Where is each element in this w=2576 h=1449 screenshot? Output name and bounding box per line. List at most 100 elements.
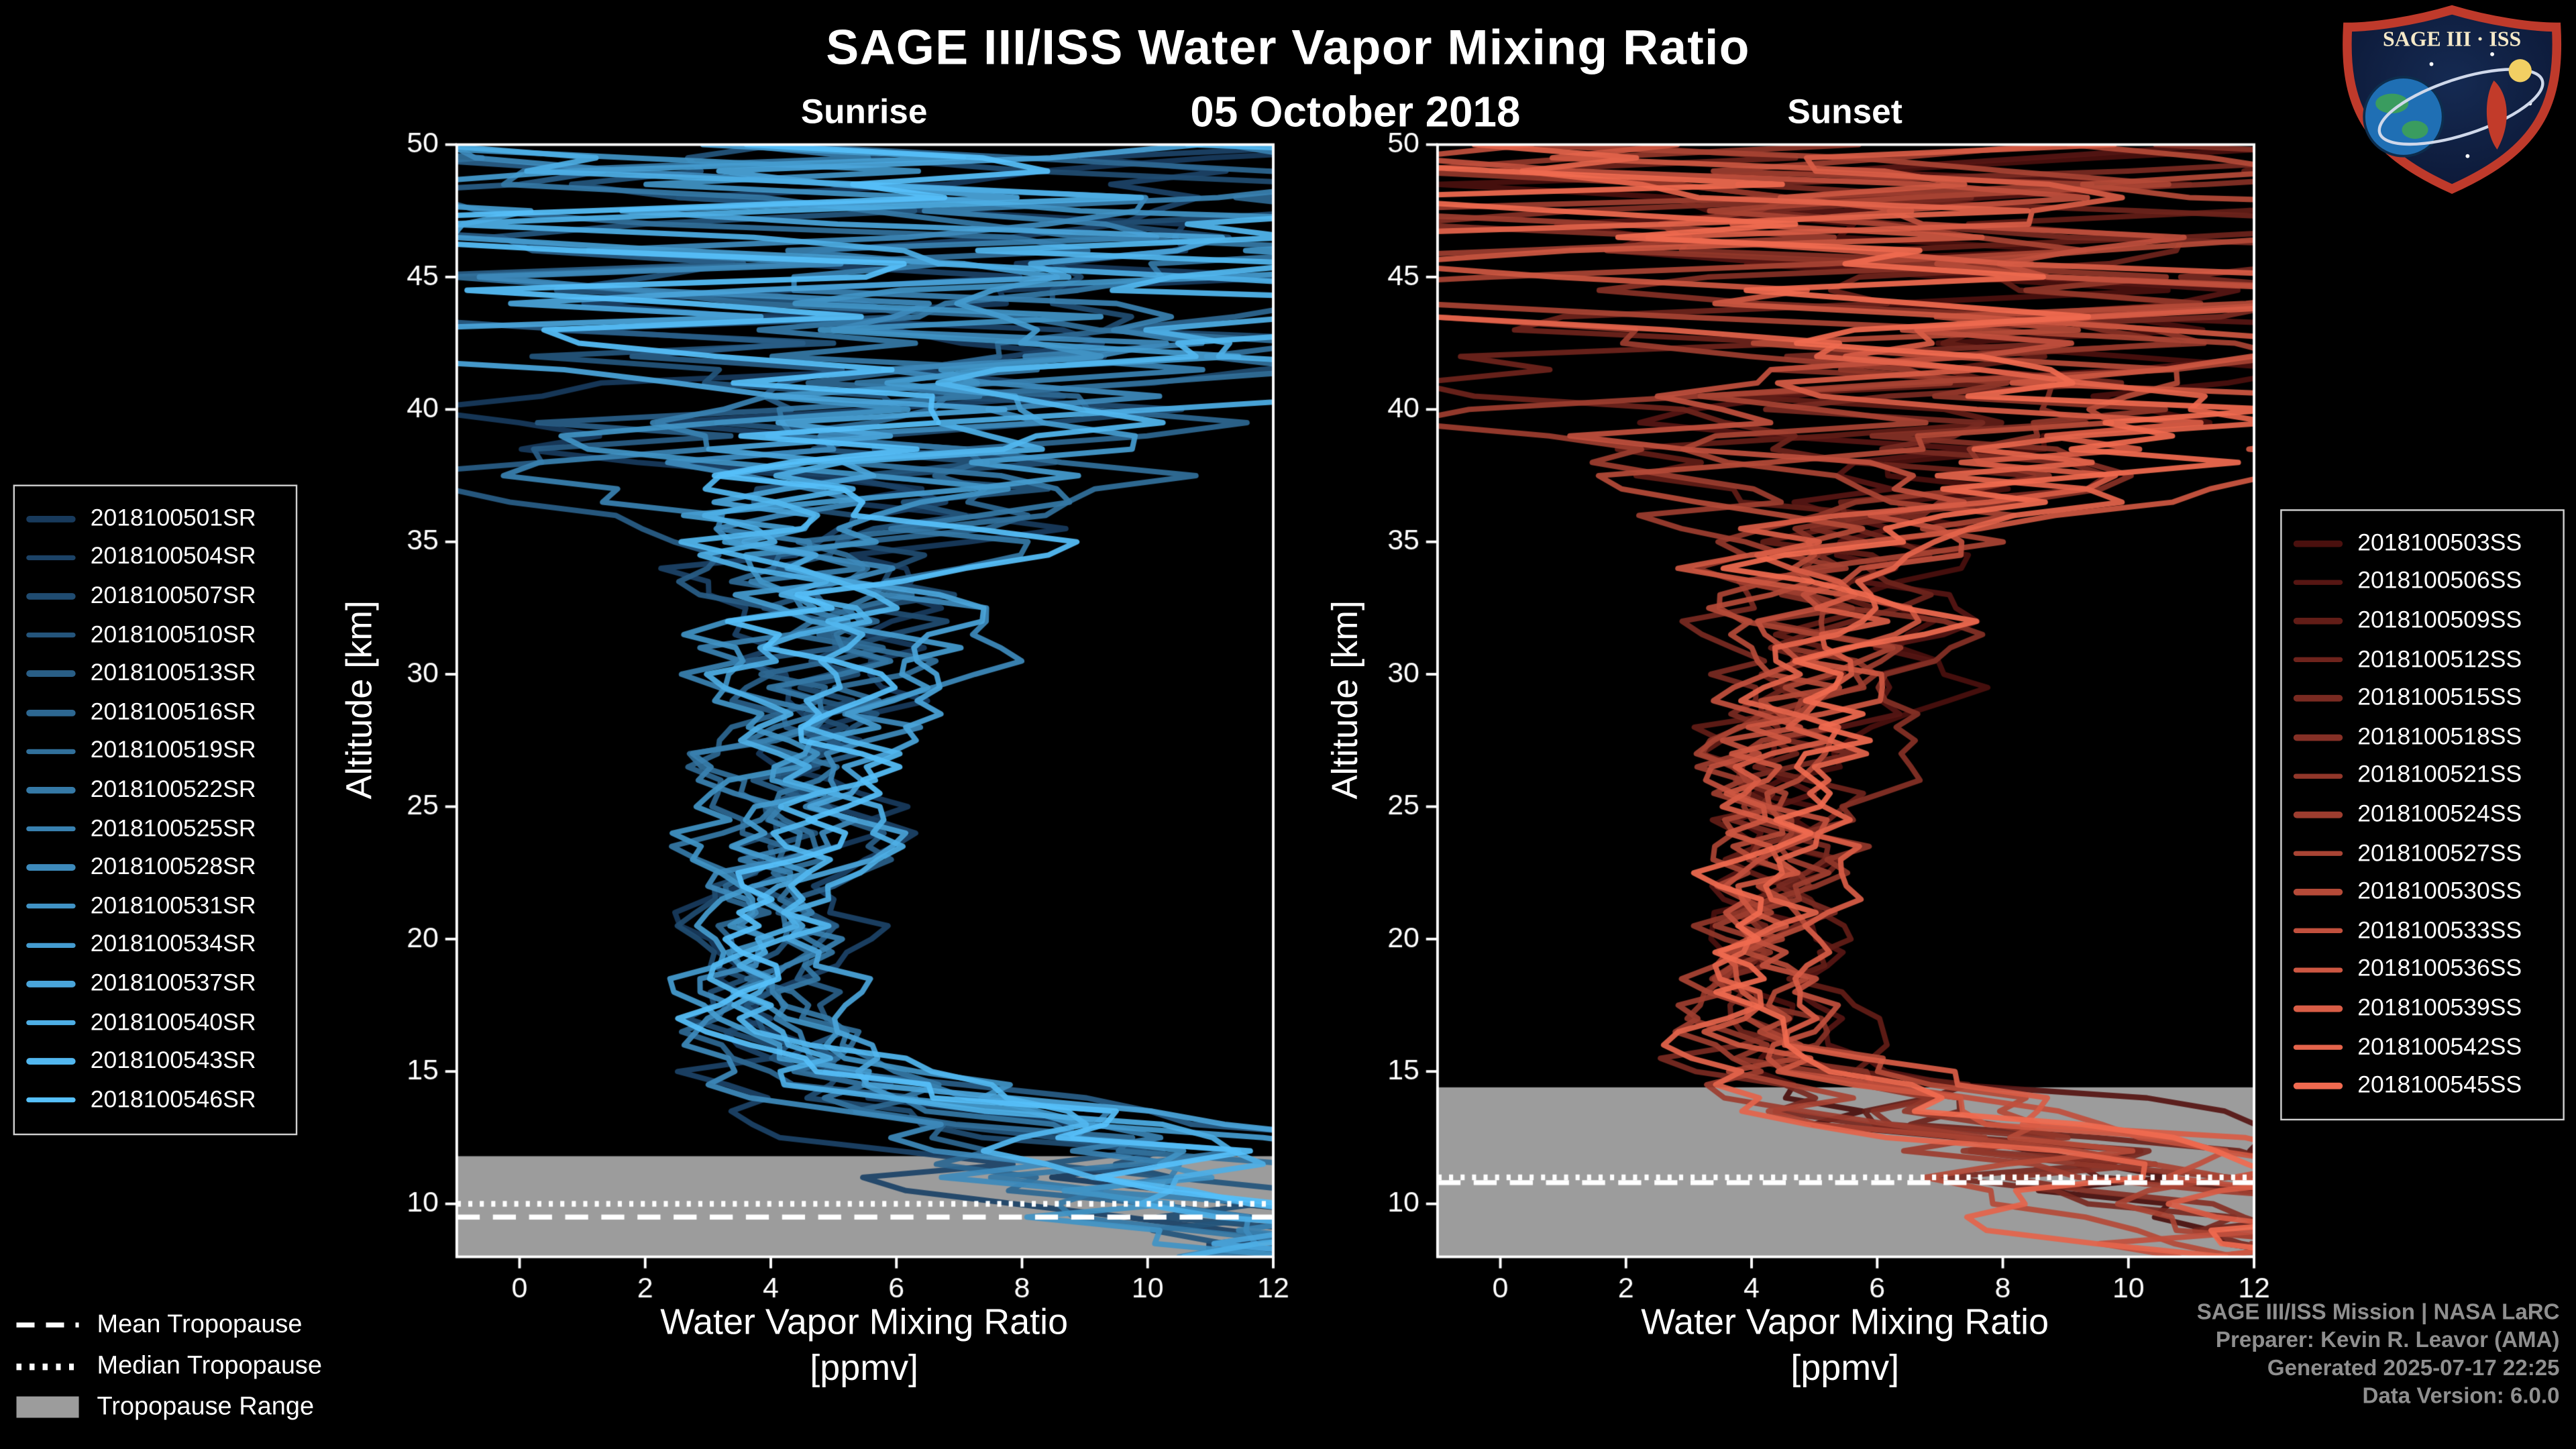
tropopause-range-legend-item: Tropopause Range [16,1387,322,1428]
sunset-x-axis-units: [ppmv] [1790,1347,1900,1389]
legend-item-2018100542SS: 2018100542SS [2293,1028,2551,1067]
robed-figure [2486,80,2507,150]
date-label: 05 October 2018 [1190,87,1521,137]
legend-color-line [26,671,76,677]
legend-label: 2018100521SS [2357,763,2522,790]
legend-label: 2018100527SS [2357,840,2522,867]
legend-item-2018100513SR: 2018100513SR [26,655,284,694]
legend-color-line [26,632,76,639]
legend-label: 2018100501SR [90,505,256,532]
legend-color-line [2293,889,2343,896]
sunset-panel-title: Sunset [1787,93,1902,131]
legend-label: 2018100540SR [90,1009,256,1036]
legend-color-line [26,942,76,949]
gray-band-swatch [16,1396,79,1418]
legend-label: 2018100530SS [2357,879,2522,906]
legend-item-2018100524SS: 2018100524SS [2293,796,2551,835]
legend-label: 2018100522SR [90,777,256,804]
star-icon [2429,62,2434,66]
legend-color-line [26,865,76,871]
credits-preparer: Preparer: Kevin R. Leavor (AMA) [2215,1327,2560,1352]
legend-color-line [2293,734,2343,741]
legend-label: 2018100539SS [2357,995,2522,1022]
legend-item-2018100527SS: 2018100527SS [2293,834,2551,873]
legend-label: 2018100536SS [2357,957,2522,983]
legend-label: 2018100531SR [90,893,256,920]
legend-item-2018100536SS: 2018100536SS [2293,951,2551,989]
page-title: SAGE III/ISS Water Vapor Mixing Ratio [826,21,1750,76]
tropopause-range-label: Tropopause Range [97,1392,315,1421]
legend-color-line [2293,851,2343,857]
legend-color-line [2293,928,2343,934]
legend-item-2018100501SR: 2018100501SR [26,499,284,538]
legend-item-2018100534SR: 2018100534SR [26,926,284,965]
legend-color-line [26,516,76,522]
legend-color-line [2293,1044,2343,1051]
legend-color-line [2293,657,2343,663]
legend-item-2018100539SS: 2018100539SS [2293,989,2551,1028]
sunrise-panel-title: Sunrise [800,93,928,131]
credits-mission: SAGE III/ISS Mission | NASA LaRC [2196,1299,2560,1324]
legend-color-line [2293,773,2343,780]
median-tropopause-legend-item: Median Tropopause [16,1346,322,1387]
legend-item-2018100504SR: 2018100504SR [26,538,284,577]
legend-item-2018100521SS: 2018100521SS [2293,757,2551,796]
legend-label: 2018100516SR [90,699,256,726]
legend-label: 2018100537SR [90,971,256,998]
legend-color-line [2293,1006,2343,1012]
legend-item-2018100543SR: 2018100543SR [26,1042,284,1081]
continent-shape [2375,93,2409,113]
legend-label: 2018100519SR [90,738,256,765]
star-icon [2490,52,2495,56]
legend-item-2018100533SS: 2018100533SS [2293,912,2551,951]
sunset-y-axis-label: Altitude [km] [1324,600,1366,800]
legend-color-line [26,787,76,794]
legend-item-2018100506SS: 2018100506SS [2293,563,2551,602]
sunset-x-axis-label: Water Vapor Mixing Ratio [1641,1301,2049,1342]
legend-item-2018100510SR: 2018100510SR [26,616,284,655]
legend-item-2018100509SS: 2018100509SS [2293,602,2551,641]
dashed-line-swatch [16,1322,79,1328]
legend-label: 2018100515SS [2357,685,2522,712]
legend-item-2018100546SR: 2018100546SR [26,1081,284,1120]
legend-color-line [2293,695,2343,702]
credits-data-version: Data Version: 6.0.0 [2362,1383,2560,1408]
legend-item-2018100507SR: 2018100507SR [26,577,284,616]
star-icon [2465,154,2470,158]
orbit-path [2377,68,2544,146]
mission-patch-logo: SAGE III · ISS [2343,5,2561,194]
legend-item-2018100545SS: 2018100545SS [2293,1067,2551,1106]
legend-label: 2018100509SS [2357,608,2522,635]
mean-tropopause-legend-item: Mean Tropopause [16,1304,322,1345]
legend-label: 2018100546SR [90,1087,256,1114]
legend-label: 2018100524SS [2357,801,2522,828]
legend-color-line [26,981,76,987]
continent-shape [2402,121,2428,139]
legend-label: 2018100545SS [2357,1073,2522,1099]
legend-item-2018100528SR: 2018100528SR [26,849,284,888]
mean-tropopause-label: Mean Tropopause [97,1310,303,1338]
legend-color-line [26,903,76,910]
legend-color-line [26,709,76,716]
legend-color-line [2293,618,2343,624]
legend-color-line [2293,967,2343,973]
sunset-legend: 2018100503SS 2018100506SS 2018100509SS 2018… [2280,509,2565,1120]
legend-label: 2018100507SR [90,583,256,610]
credits-block: SAGE III/ISS Mission | NASA LaRC Prepare… [2197,1298,2560,1410]
sunrise-x-axis-label: Water Vapor Mixing Ratio [660,1301,1069,1342]
legend-label: 2018100518SS [2357,724,2522,751]
legend-item-2018100512SS: 2018100512SS [2293,641,2551,680]
legend-item-2018100537SR: 2018100537SR [26,965,284,1004]
legend-item-2018100530SS: 2018100530SS [2293,873,2551,912]
legend-color-line [2293,540,2343,547]
credits-generated: Generated 2025-07-17 22:25 [2267,1355,2560,1381]
legend-color-line [26,748,76,755]
sunrise-y-axis-label: Altitude [km] [338,600,380,800]
legend-color-line [26,1020,76,1026]
legend-label: 2018100510SR [90,622,256,649]
legend-color-line [26,554,76,561]
legend-item-2018100518SS: 2018100518SS [2293,718,2551,757]
legend-label: 2018100543SR [90,1048,256,1075]
sun-icon [2508,59,2532,83]
